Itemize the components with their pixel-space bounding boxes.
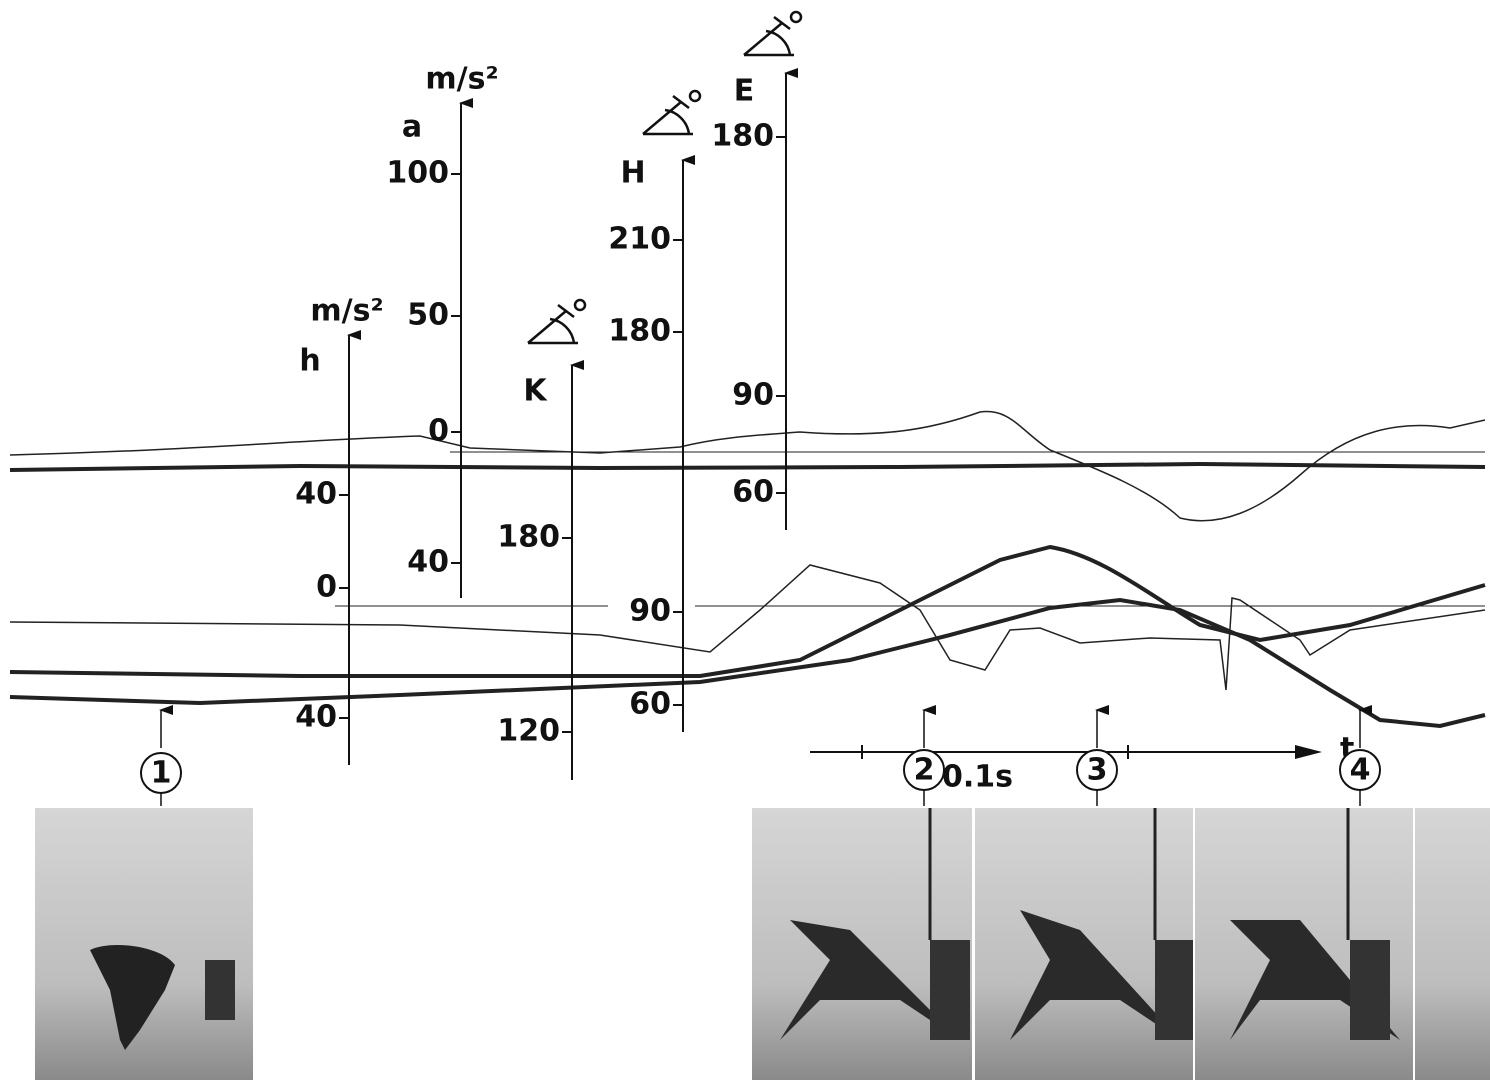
angle-icon	[643, 96, 693, 134]
tick-label: 180	[608, 314, 671, 349]
tick-label: 60	[629, 687, 671, 722]
axis-name: K	[523, 374, 548, 409]
axis-unit: m/s²	[425, 62, 498, 97]
marker-label: 2	[914, 753, 935, 788]
degree-sign	[791, 12, 801, 22]
tick-label: 180	[497, 520, 560, 555]
tick-label: 40	[295, 700, 337, 735]
marker-label: 1	[151, 756, 172, 791]
angle-icon	[528, 305, 578, 343]
tick-label: 100	[386, 156, 449, 191]
curves	[10, 412, 1485, 726]
tick-label: 40	[295, 477, 337, 512]
axis-unit: m/s²	[310, 294, 383, 329]
tick-label: 0	[428, 414, 449, 449]
tick-label: 50	[407, 298, 449, 333]
marker-label: 4	[1350, 753, 1371, 788]
figure: 0.1s t hm/s²40040am/s²10050040K180120H21…	[0, 0, 1490, 1081]
degree-sign	[575, 300, 585, 310]
tick-label: 40	[407, 545, 449, 580]
axis-name: E	[734, 74, 755, 109]
tick-label: 90	[732, 378, 774, 413]
photos	[35, 808, 1490, 1080]
tick-label: 60	[732, 475, 774, 510]
marker-label: 3	[1087, 753, 1108, 788]
tick-label: 210	[608, 222, 671, 257]
tick-label: 0	[316, 570, 337, 605]
axis-name: a	[402, 110, 422, 145]
degree-sign	[690, 91, 700, 101]
time-label: 0.1s	[942, 760, 1013, 795]
tick-label: 120	[497, 714, 560, 749]
axis-name: H	[620, 156, 645, 191]
tick-label: 180	[711, 119, 774, 154]
angle-icon	[744, 17, 794, 55]
tick-label: 90	[629, 594, 671, 629]
axis-name: h	[299, 344, 320, 379]
